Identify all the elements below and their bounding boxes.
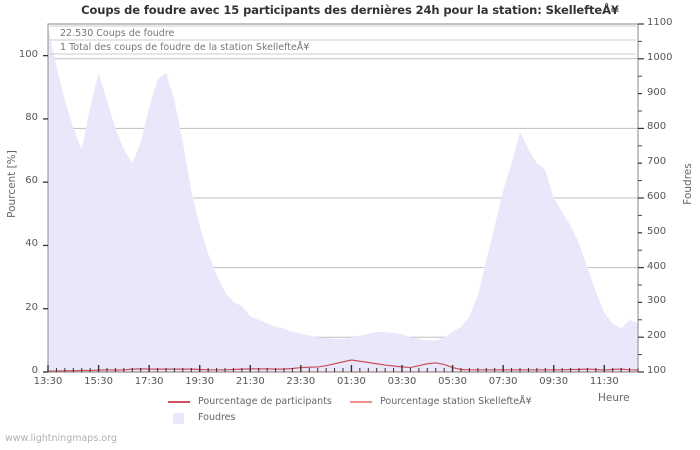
- y-axis-right-tick: 1000: [647, 51, 673, 63]
- y-axis-right-tick: 400: [647, 260, 667, 272]
- y-axis-left-tick: 80: [25, 111, 38, 123]
- y-axis-right-tick: 200: [647, 330, 667, 342]
- x-axis-tick: 17:30: [134, 376, 164, 387]
- y-axis-right-tick: 100: [647, 365, 667, 376]
- y-axis-left-tick: 100: [18, 48, 38, 60]
- page-title: Coups de foudre avec 15 participants des…: [81, 3, 619, 17]
- legend-swatch-line-icon: [168, 401, 190, 403]
- x-axis-tick: 19:30: [185, 376, 215, 387]
- y-axis-right-tick: 900: [647, 86, 667, 98]
- annotation-station-strokes: 1 Total des coups de foudre de la statio…: [60, 42, 310, 53]
- y-axis-right-tick: 800: [647, 121, 667, 133]
- legend-label: Pourcentage station SkellefteÅ¥: [380, 396, 532, 407]
- annotation-total-strokes: 22.530 Coups de foudre: [60, 28, 175, 39]
- y-axis-right-tick: 500: [647, 225, 667, 237]
- y-axis-left-tick: 40: [25, 238, 38, 250]
- x-axis-tick: 07:30: [488, 376, 518, 387]
- x-axis-tick: 11:30: [589, 376, 619, 387]
- legend-swatch-line-icon: [350, 401, 372, 403]
- y-axis-right-tick: 1100: [647, 17, 673, 28]
- x-axis-tick: 13:30: [33, 376, 63, 387]
- x-axis-tick: 21:30: [235, 376, 265, 387]
- series-line-participants: [48, 359, 639, 372]
- y-axis-left-tick: 20: [25, 301, 38, 313]
- x-axis-tick: 23:30: [286, 376, 316, 387]
- legend-label: Foudres: [198, 412, 236, 423]
- y-axis-left-tick: 0: [31, 365, 38, 376]
- y-axis-right-tick: 300: [647, 295, 667, 307]
- y-axis-left-tick: 60: [25, 175, 38, 187]
- legend-label: Pourcentage de participants: [198, 396, 332, 407]
- y-axis-right-tick: 600: [647, 191, 667, 202]
- x-axis-tick: 01:30: [337, 376, 366, 387]
- x-axis-label: Heure: [598, 392, 630, 404]
- x-axis-tick: 09:30: [539, 376, 569, 387]
- legend-swatch-area-icon: [173, 413, 184, 424]
- series-area-foudres: [48, 27, 638, 372]
- x-axis-tick: 03:30: [387, 376, 417, 387]
- x-axis-tick: 15:30: [84, 376, 113, 387]
- x-axis-tick: 05:30: [438, 376, 467, 387]
- y-axis-right-tick: 700: [647, 156, 667, 168]
- footer-url: www.lightningmaps.org: [5, 433, 117, 444]
